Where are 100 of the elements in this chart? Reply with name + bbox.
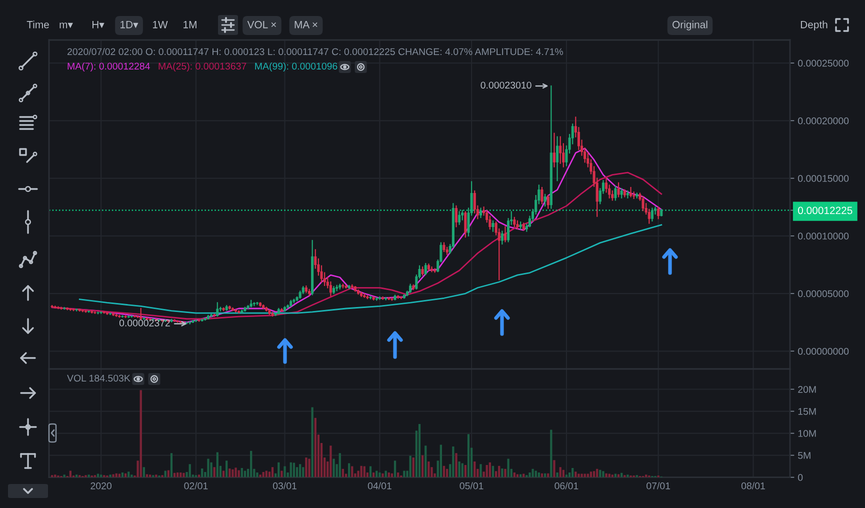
bar — [578, 474, 580, 478]
bar — [69, 470, 72, 478]
bar — [290, 462, 292, 478]
text: MA(25): 0.00013637 — [158, 62, 246, 72]
bar — [394, 460, 396, 478]
x-tick-label: 03/01 — [272, 482, 296, 490]
bar — [207, 458, 210, 478]
x-tick-label: 02/01 — [184, 482, 208, 490]
bar — [299, 464, 302, 478]
y-tick-label: 0.00020000 — [798, 117, 849, 124]
candlestick — [650, 208, 654, 222]
bar — [553, 460, 556, 478]
candlestick — [617, 182, 620, 198]
y-tick-label: 0.00000000 — [798, 348, 849, 355]
candlestick — [252, 302, 256, 306]
bar — [244, 470, 246, 478]
candlestick — [620, 188, 623, 198]
bar — [271, 467, 274, 478]
candlestick — [234, 309, 238, 313]
bar — [222, 470, 225, 478]
text: Original — [672, 20, 708, 30]
bar — [409, 456, 412, 478]
candlestick — [329, 281, 332, 296]
bar — [250, 450, 252, 478]
candlestick — [500, 230, 504, 245]
candlestick — [142, 317, 146, 320]
candlestick — [69, 308, 72, 311]
candlestick — [198, 319, 200, 322]
bar — [280, 470, 283, 478]
line-series — [78, 224, 662, 314]
text: Time — [26, 20, 49, 28]
bar — [421, 455, 424, 478]
bar — [142, 467, 145, 478]
candlestick — [50, 305, 54, 308]
bar — [213, 467, 216, 478]
bar — [140, 390, 142, 478]
line-series — [51, 172, 662, 320]
bar — [348, 463, 350, 478]
text: MA(99): 0.0001096 — [255, 62, 338, 72]
y-tick-label: 0.00010000 — [798, 232, 849, 240]
bar — [170, 453, 173, 478]
bar — [210, 462, 212, 478]
x-tick-label: 2020 — [90, 482, 112, 490]
y-tick-label: 5M — [798, 452, 810, 459]
bar — [332, 458, 335, 478]
text: 2020/07/02 02:00 O: 0.00011747 H: 0.000123 L: 0.00011747 C: 0.00012225 CHANGE: 4.07% AMPLITUDE: 4.71% — [67, 48, 564, 56]
bar — [109, 474, 112, 478]
y-tick-label: 15M — [798, 408, 816, 415]
bar — [256, 472, 258, 478]
bar — [461, 463, 464, 478]
bar — [507, 458, 510, 478]
bar — [226, 460, 228, 478]
candlestick — [513, 216, 516, 228]
bar — [182, 472, 185, 478]
candlestick — [479, 208, 482, 218]
bar — [292, 462, 296, 478]
candlestick — [614, 186, 617, 201]
bar — [455, 453, 458, 478]
bar — [592, 471, 596, 478]
y-tick-label: 20M — [798, 386, 816, 393]
text: MA(7): 0.00012284 — [68, 62, 150, 72]
y-tick-label: 0 — [798, 474, 803, 481]
bar — [498, 466, 500, 478]
candlestick — [256, 302, 258, 306]
candlestick — [375, 297, 378, 301]
annotation: 0.00023010 — [480, 82, 532, 89]
text: Depth — [800, 20, 828, 30]
bar — [504, 468, 506, 478]
bar — [146, 474, 148, 478]
bar — [305, 457, 308, 478]
bar — [534, 470, 537, 478]
bar — [201, 468, 204, 478]
candlestick — [102, 311, 106, 314]
bar — [265, 470, 268, 478]
bar — [516, 474, 519, 478]
candlestick — [540, 186, 544, 204]
text: H▾ — [92, 21, 104, 28]
bar — [556, 472, 558, 478]
bar — [442, 466, 446, 478]
candlestick — [556, 136, 559, 182]
bar — [384, 470, 387, 478]
candlestick — [559, 136, 562, 164]
bar — [458, 461, 460, 478]
bar — [278, 462, 280, 478]
candlestick — [458, 211, 461, 225]
candlestick — [626, 190, 629, 198]
bar — [574, 472, 577, 478]
bar — [412, 457, 414, 478]
candlestick — [342, 284, 344, 288]
bar — [528, 472, 531, 478]
candlestick — [94, 311, 96, 314]
bar — [314, 418, 316, 478]
bar — [128, 472, 130, 478]
text: 1W — [152, 21, 168, 28]
bar — [330, 446, 332, 478]
candlestick — [140, 308, 142, 320]
candlestick — [369, 296, 372, 300]
bar — [488, 462, 491, 478]
x-tick-label: 08/01 — [741, 482, 765, 490]
bar — [302, 467, 304, 478]
